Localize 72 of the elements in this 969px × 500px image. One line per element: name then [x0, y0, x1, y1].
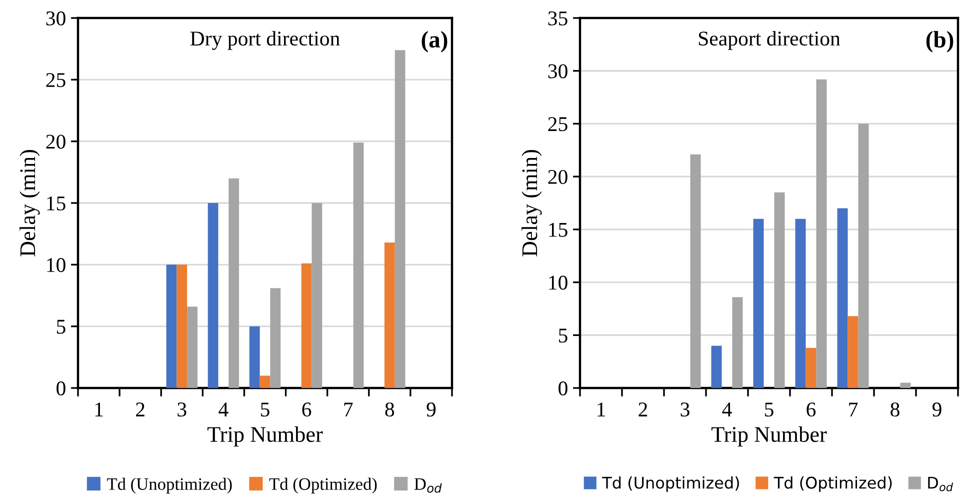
bar	[806, 348, 816, 388]
bar	[353, 142, 364, 388]
x-tick-label: 6	[302, 402, 312, 417]
bar	[187, 306, 198, 388]
x-tick-label: 6	[806, 402, 816, 417]
y-tick-label: 10	[549, 276, 568, 290]
bar	[732, 297, 743, 388]
bar	[795, 218, 806, 388]
legend-label: Td (Optimized)	[774, 476, 892, 492]
x-tick-label: 7	[849, 402, 858, 416]
bar	[858, 124, 869, 388]
bar	[837, 208, 848, 388]
bar	[208, 203, 218, 388]
y-axis-title: Delay (min)	[522, 150, 542, 256]
x-tick-label: 8	[890, 402, 900, 417]
legend-label: Td (Unoptimized)	[602, 476, 739, 492]
x-tick-label: 1	[598, 402, 605, 416]
bar	[249, 326, 260, 388]
legend-label: Td (Optimized)	[269, 478, 377, 494]
bar	[753, 218, 764, 388]
y-tick-label: 5	[558, 328, 568, 343]
x-tick-label: 3	[680, 402, 690, 417]
x-tick-label: 4	[722, 402, 732, 416]
legend-label: D$_{od}$	[928, 476, 954, 492]
bar	[900, 382, 911, 388]
text: Dry port direction	[190, 30, 340, 50]
x-axis-title: Trip Number	[711, 426, 827, 446]
bar	[312, 203, 322, 388]
bar	[394, 50, 406, 388]
x-tick-label: 9	[932, 402, 942, 417]
y-axis-title: Delay (min)	[20, 150, 40, 256]
y-tick-label: 30	[46, 11, 66, 26]
bar	[774, 192, 785, 388]
bar	[384, 242, 395, 388]
x-tick-label: 5	[261, 402, 270, 417]
y-tick-label: 10	[47, 258, 66, 272]
y-tick-label: 0	[56, 381, 66, 396]
legend-label: Td (Unoptimized)	[107, 478, 232, 494]
bar	[301, 263, 312, 388]
y-tick-label: 35	[548, 11, 568, 26]
x-tick-label: 5	[765, 402, 774, 417]
y-tick-label: 5	[56, 320, 66, 334]
y-tick-label: 15	[549, 222, 568, 237]
y-tick-label: 25	[548, 117, 568, 132]
x-tick-label: 1	[95, 402, 103, 416]
text: Seaport direction	[698, 30, 840, 50]
bar	[176, 264, 188, 388]
y-tick-label: 15	[47, 196, 66, 210]
x-tick-label: 4	[218, 402, 228, 416]
bar	[166, 264, 177, 388]
x-tick-label: 9	[426, 402, 436, 417]
y-tick-label: 30	[548, 64, 568, 78]
bar	[711, 346, 722, 388]
y-tick-label: 20	[46, 134, 66, 149]
x-tick-label: 2	[136, 402, 144, 416]
legend-label: D$_{od}$	[414, 478, 442, 493]
bar	[228, 178, 240, 388]
x-axis-title: Trip Number	[207, 426, 323, 446]
bar	[816, 79, 827, 388]
x-tick-label: 7	[344, 402, 353, 416]
bar	[260, 376, 270, 388]
bar	[848, 316, 858, 388]
annotation: (b)	[926, 30, 954, 52]
y-tick-label: 25	[46, 73, 66, 88]
x-tick-label: 3	[178, 402, 186, 417]
y-tick-label: 0	[558, 381, 568, 396]
bar	[270, 288, 281, 388]
bar	[690, 154, 701, 388]
annotation: (a)	[422, 30, 448, 52]
x-tick-label: 8	[385, 402, 394, 417]
y-tick-label: 20	[548, 170, 568, 184]
x-tick-label: 2	[638, 402, 648, 416]
